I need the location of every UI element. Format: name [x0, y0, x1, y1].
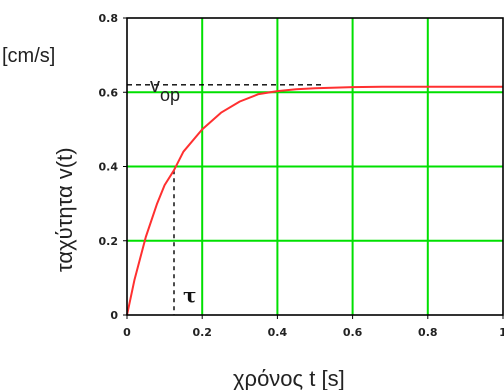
x-tick-label: 0.6 — [343, 326, 363, 339]
grid — [127, 18, 503, 315]
x-axis-label: χρόνος t [s] — [233, 366, 345, 390]
x-tick-label: 1 — [499, 326, 504, 339]
x-tick-label: 0.2 — [192, 326, 212, 339]
x-tick-label: 0.8 — [418, 326, 438, 339]
y-ticks: 0 0.2 0.4 0.6 0.8 — [99, 12, 127, 322]
x-ticks: 0 0.2 0.4 0.6 0.8 1 — [123, 315, 504, 339]
v-op-label: vop — [150, 75, 180, 105]
y-tick-label: 0.4 — [99, 161, 119, 174]
series — [126, 85, 503, 316]
y-tick-label: 0.2 — [99, 235, 119, 248]
x-tick-label: 0 — [123, 326, 131, 339]
tau-label: τ — [183, 283, 196, 307]
v-op-main: v — [150, 75, 160, 97]
y-axis-label: ταχύτητα v(t) — [52, 147, 77, 272]
y-unit-label: [cm/s] — [2, 45, 55, 67]
y-tick-label: 0.8 — [99, 12, 119, 25]
annotations — [127, 84, 323, 315]
v-op-sub: op — [160, 85, 180, 105]
x-tick-label: 0.4 — [268, 326, 288, 339]
series-line — [126, 85, 503, 316]
y-tick-label: 0 — [110, 309, 118, 322]
y-tick-label: 0.6 — [99, 86, 119, 99]
